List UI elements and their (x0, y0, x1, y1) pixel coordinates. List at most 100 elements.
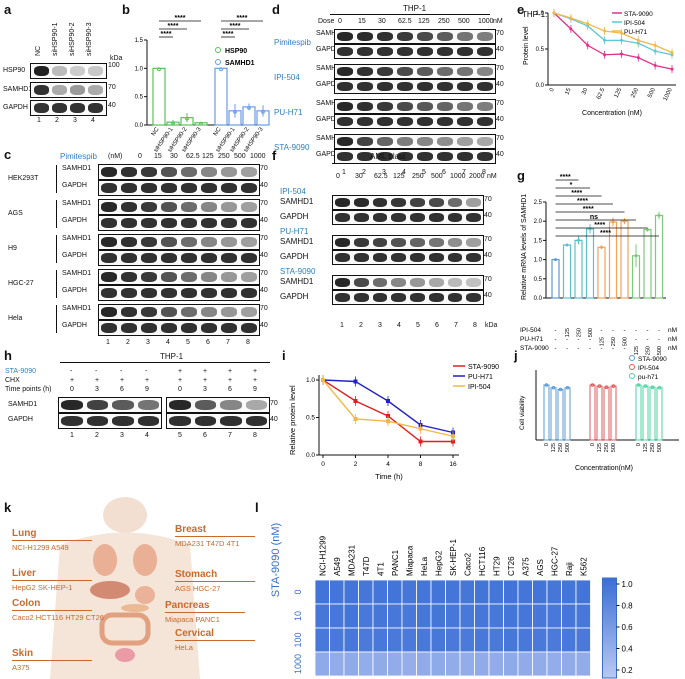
protein-label: SAMHD1 (62, 305, 92, 312)
band (221, 323, 237, 333)
x-tick-label: 125 (597, 443, 603, 452)
cell-line-label: HEK293T (8, 175, 39, 182)
cell-title: THP-1 (160, 352, 184, 361)
blot-gapdh (98, 320, 260, 336)
bar (550, 387, 557, 441)
lane-number: 8 (253, 432, 257, 439)
heatmap-cell (474, 651, 490, 677)
chart-g: 0.0 0.5 1.0 1.5 2.0 2.5 Relative mRNA levels o… (520, 174, 677, 355)
band (397, 102, 413, 111)
marker-label: 40 (496, 116, 504, 123)
sig-mark: **** (577, 198, 588, 205)
marker-label: 40 (260, 252, 268, 259)
x-tick-label: 0 (321, 461, 325, 468)
row-label: Time points (h) (5, 386, 52, 393)
dose-label: 15 (154, 153, 162, 160)
data-point (653, 64, 657, 68)
blot-samhd1 (98, 199, 260, 215)
lane-number: 6 (206, 339, 210, 346)
band (447, 213, 463, 222)
band (201, 183, 217, 193)
band (201, 237, 217, 247)
heatmap-cell (517, 579, 533, 605)
organ-leader-line (12, 580, 92, 581)
heatmap-cell (343, 579, 359, 605)
band (335, 293, 350, 302)
heatmap-cell (372, 603, 388, 629)
band (447, 198, 463, 207)
data-point (577, 238, 580, 242)
band (477, 32, 493, 41)
band (169, 400, 191, 410)
band (428, 278, 444, 287)
row-value: - (658, 337, 660, 343)
bar (635, 384, 642, 441)
band (221, 307, 237, 317)
band (466, 278, 481, 287)
x-tick-label: 1000 (663, 87, 674, 102)
heatmap-cell (561, 627, 577, 653)
data-point (386, 419, 390, 424)
blot-hsp90 (30, 63, 107, 79)
band (335, 213, 350, 222)
heatmap-cell (430, 627, 446, 653)
dose-label: 125 (393, 173, 405, 180)
band (447, 293, 463, 302)
band (353, 293, 369, 302)
column-label: HepG2 (434, 550, 443, 576)
treatment-sign: + (178, 377, 183, 384)
heatmap-cell (387, 603, 403, 629)
x-tick-label: 8 (419, 461, 423, 468)
time-label: 3 (95, 386, 99, 393)
heatmap-cell (474, 579, 490, 605)
band (221, 237, 237, 247)
band (169, 416, 191, 426)
band (241, 218, 257, 228)
heatmap-cell (459, 651, 475, 677)
blot-gapdh (332, 210, 484, 225)
sig-mark: **** (175, 15, 186, 22)
lung-organ-icon (93, 544, 117, 576)
heatmap-cell (416, 651, 432, 677)
row-value: - (566, 337, 568, 343)
heatmap-cell (503, 627, 519, 653)
heatmap-cell (575, 579, 591, 605)
band (161, 272, 177, 282)
band (245, 400, 267, 410)
band (377, 137, 393, 146)
drug-label: Pimitespib (274, 38, 311, 47)
bar (557, 388, 564, 441)
pancreas-organ-icon (121, 604, 149, 612)
treatment-sign: - (95, 368, 98, 375)
heatmap-cell (401, 603, 417, 629)
blot-samhd1 (334, 29, 496, 44)
legend-marker (215, 47, 221, 53)
band (61, 400, 83, 410)
legend-marker (629, 373, 635, 379)
band (141, 323, 157, 333)
x-tick-label: 500 (657, 443, 663, 452)
band (101, 323, 117, 333)
protein-label: SAMHD1 (8, 401, 38, 408)
dose-label: 500 (431, 173, 443, 180)
treatment-sign: + (228, 377, 233, 384)
lane-label: siHSP90-1 (52, 22, 59, 56)
band (221, 218, 237, 228)
band (101, 253, 117, 263)
bar (610, 385, 617, 441)
band (181, 323, 197, 333)
row-label: PU-H71 (520, 336, 544, 343)
protein-label: SAMHD1 (280, 197, 314, 206)
blot-samhd1 (332, 275, 484, 290)
marker-label: 70 (260, 235, 268, 242)
protein-label: SAMHD1 (62, 270, 92, 277)
band (181, 202, 197, 212)
protein-label: GAPDH (62, 182, 87, 189)
heatmap-cell (532, 651, 548, 677)
row-value: - (601, 328, 603, 334)
band (477, 67, 493, 76)
band (337, 102, 353, 111)
treatment-sign: + (178, 368, 183, 375)
data-point (636, 38, 640, 42)
band (101, 307, 117, 317)
